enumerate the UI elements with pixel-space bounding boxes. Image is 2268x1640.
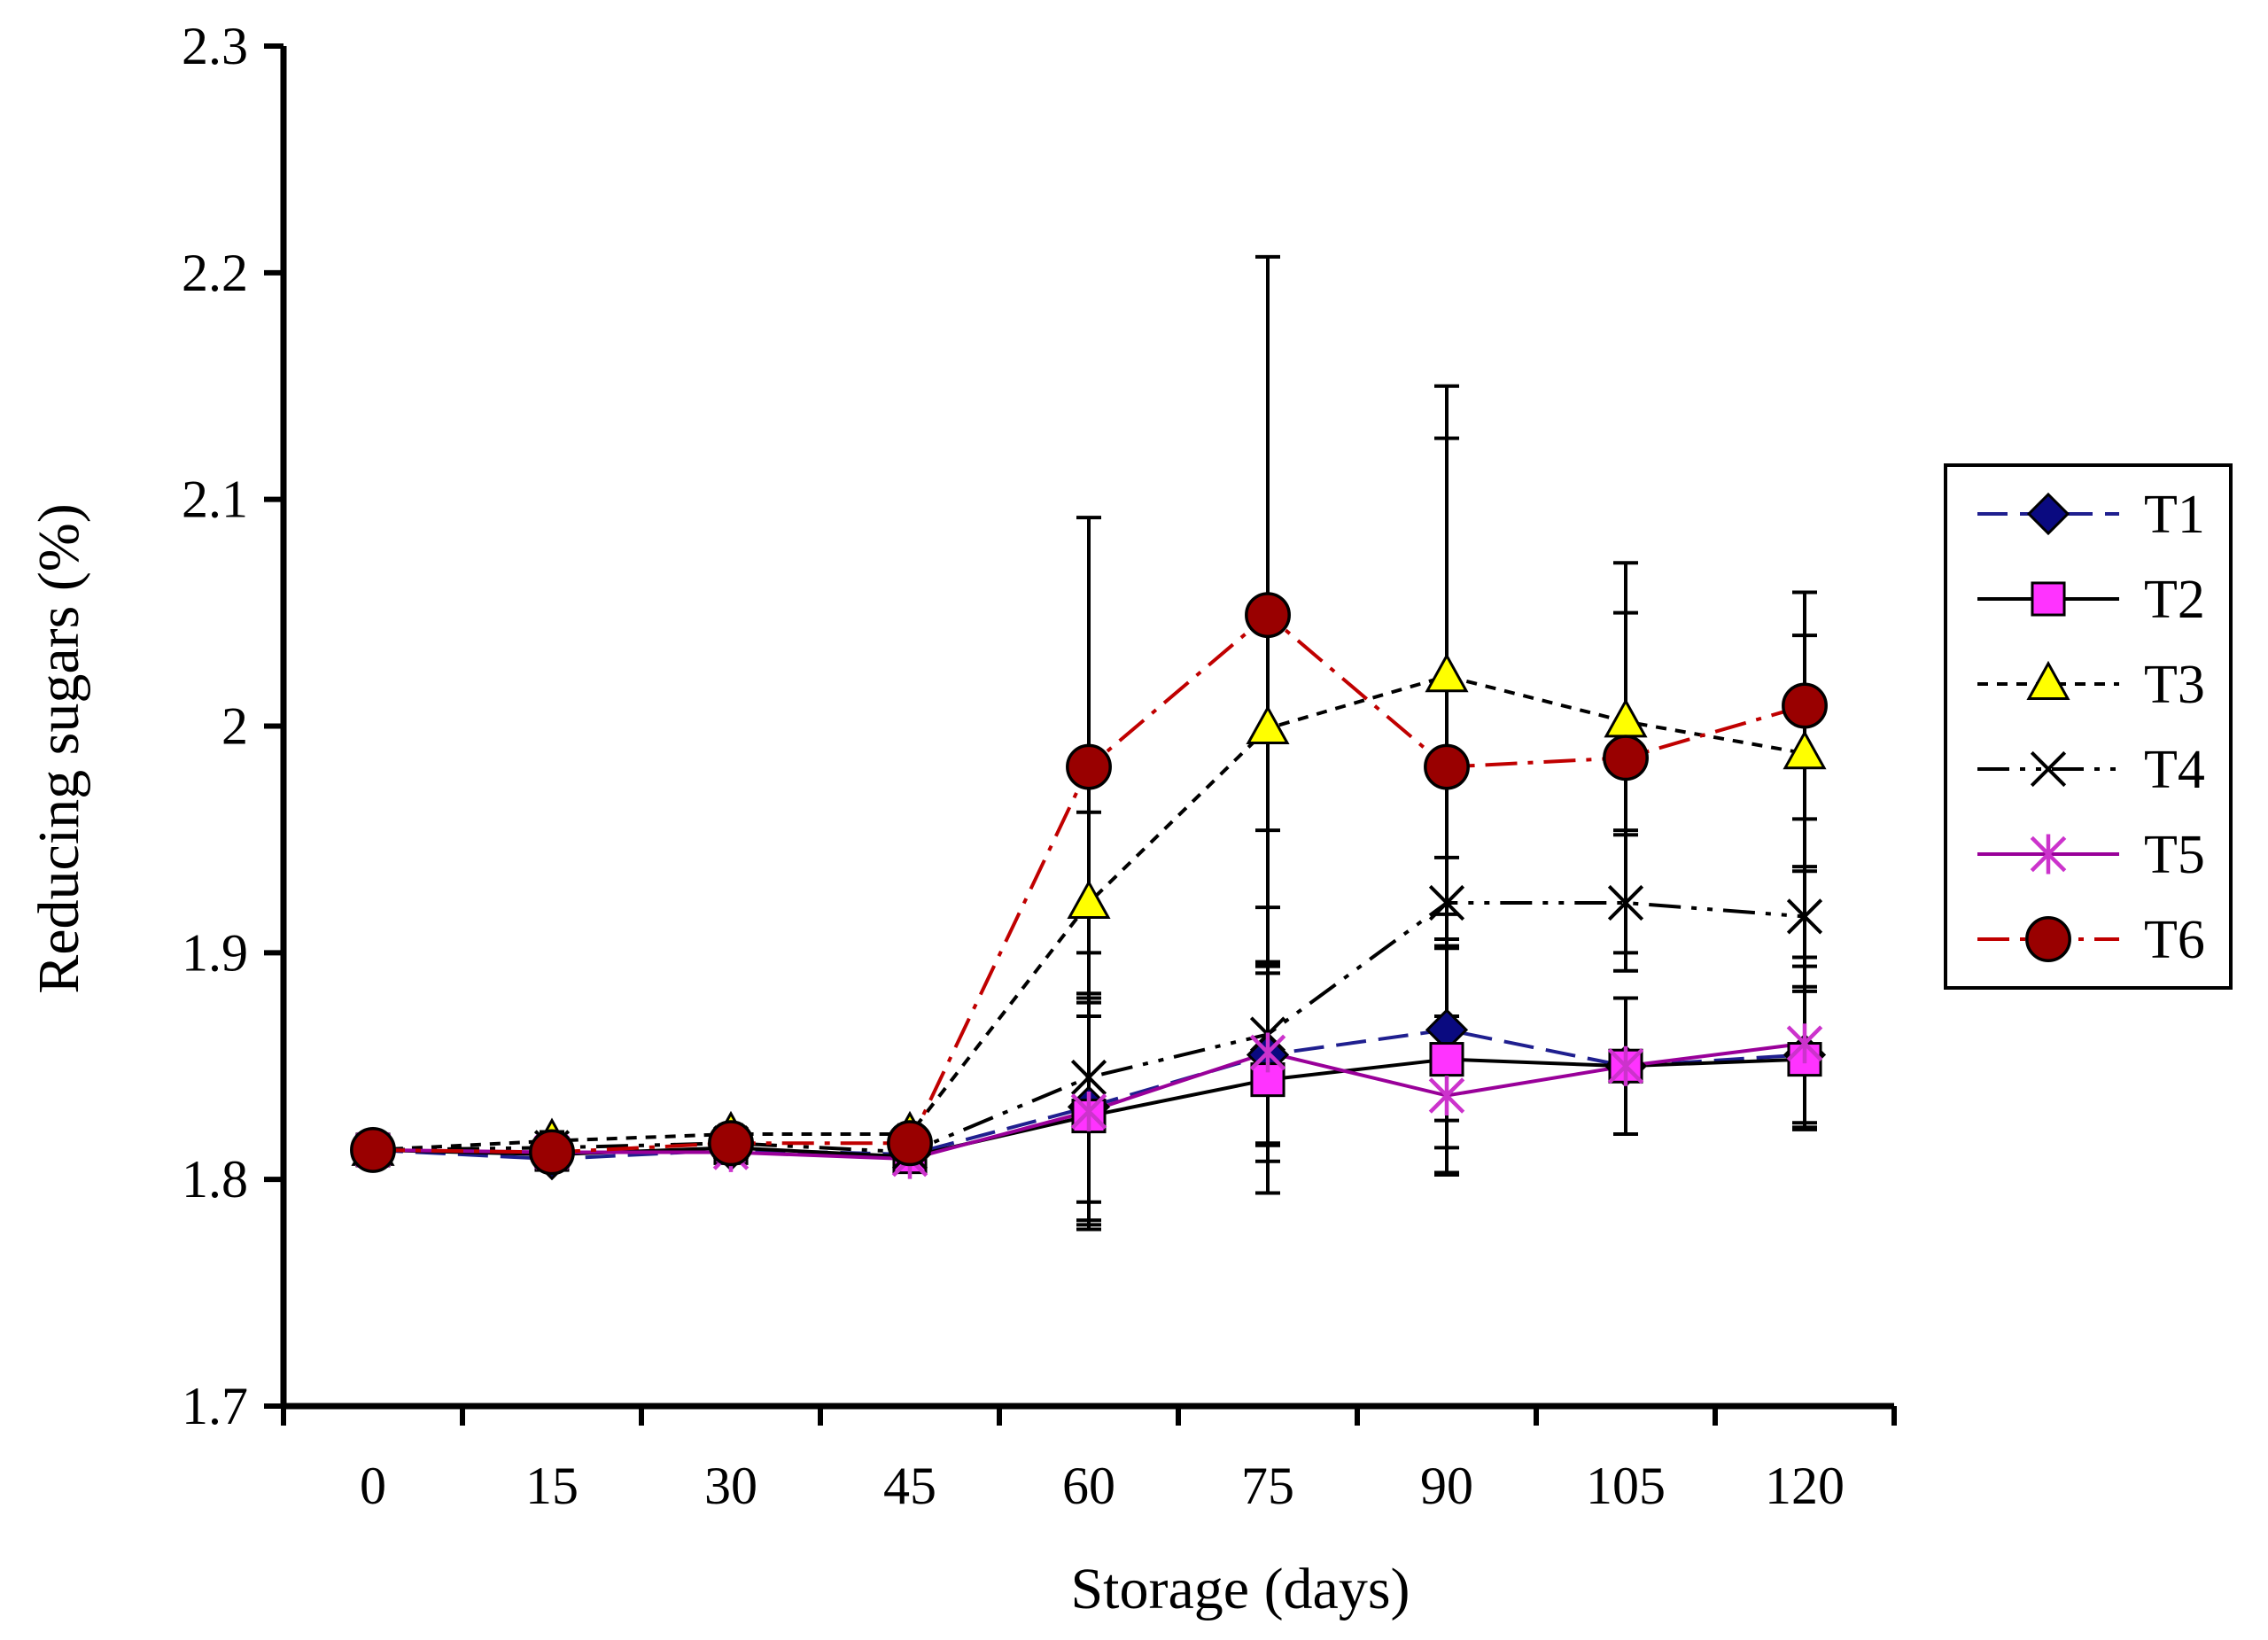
legend-label: T4	[2144, 740, 2205, 800]
marker-circle	[2025, 916, 2071, 962]
legend-item-t1: T1	[1977, 485, 2205, 545]
marker-asterisk	[1786, 1023, 1823, 1064]
marker-circle	[350, 1126, 396, 1173]
x-tick-label: 45	[883, 1457, 936, 1515]
legend-item-t4: T4	[1977, 740, 2205, 800]
y-tick-label: 2	[221, 697, 248, 756]
y-tick-label: 2.1	[182, 470, 248, 529]
marker-triangle	[1067, 879, 1111, 920]
x-axis-title: Storage (days)	[1070, 1557, 1410, 1621]
marker-triangle	[1604, 698, 1648, 738]
marker-x	[1786, 898, 1823, 935]
x-tick-label: 60	[1062, 1457, 1115, 1515]
marker-x	[1428, 884, 1465, 921]
marker-circle	[1066, 743, 1112, 790]
marker-triangle	[1425, 653, 1469, 693]
legend-item-t6: T6	[1977, 910, 2205, 970]
marker-x	[1070, 1059, 1107, 1096]
series-line-t3	[372, 674, 1806, 1152]
y-axis-title: Reducing sugars (%)	[27, 503, 91, 994]
marker-circle	[1424, 743, 1470, 790]
marker-circle	[1603, 735, 1649, 781]
legend-box	[1944, 463, 2233, 990]
legend-label: T5	[2144, 825, 2205, 885]
marker-triangle	[1246, 704, 1290, 745]
y-tick-label: 2.2	[182, 244, 248, 302]
x-ticks: 0 15 30 45 60 75 90 105 120	[281, 1406, 1897, 1515]
y-tick-label: 1.7	[182, 1377, 248, 1435]
marker-asterisk	[1070, 1091, 1107, 1131]
marker-square	[1250, 1062, 1285, 1098]
marker-x	[2030, 750, 2067, 788]
x-tick-label: 30	[704, 1457, 757, 1515]
legend-item-t2: T2	[1977, 570, 2205, 630]
marker-asterisk	[2030, 834, 2067, 874]
y-ticks: 1.7 1.8 1.9 2 2.1 2.2 2.3	[182, 17, 284, 1435]
y-tick-label: 1.9	[182, 923, 248, 982]
marker-asterisk	[1249, 1032, 1286, 1073]
series-markers	[350, 592, 1828, 1181]
marker-triangle	[2026, 660, 2070, 700]
marker-circle	[1245, 592, 1291, 639]
legend-label: T2	[2144, 570, 2205, 630]
legend-label: T3	[2144, 655, 2205, 715]
marker-asterisk	[1607, 1045, 1644, 1086]
legend-label: T1	[2144, 485, 2205, 545]
legend-label: T6	[2144, 910, 2205, 970]
x-tick-label: 0	[360, 1457, 386, 1515]
legend-item-t3: T3	[1977, 655, 2205, 715]
marker-square	[1429, 1042, 1464, 1077]
x-tick-label: 120	[1765, 1457, 1845, 1515]
error-bars	[361, 254, 1817, 1232]
x-tick-label: 15	[525, 1457, 579, 1515]
x-tick-label: 105	[1586, 1457, 1666, 1515]
marker-circle	[887, 1120, 933, 1167]
x-tick-label: 90	[1420, 1457, 1473, 1515]
marker-diamond	[2026, 492, 2070, 536]
marker-triangle	[1783, 730, 1827, 770]
x-tick-label: 75	[1241, 1457, 1294, 1515]
legend: T1 T2 T3 T4 T5 T6	[1944, 463, 2233, 990]
legend-item-t5: T5	[1977, 825, 2205, 885]
marker-circle	[1782, 682, 1828, 729]
y-tick-label: 1.8	[182, 1150, 248, 1209]
marker-circle	[529, 1129, 575, 1176]
marker-x	[1607, 884, 1644, 921]
marker-asterisk	[1428, 1076, 1465, 1115]
series-line-t1	[372, 1028, 1806, 1162]
marker-square	[2031, 581, 2066, 617]
y-tick-label: 2.3	[182, 17, 248, 75]
marker-circle	[708, 1120, 754, 1167]
